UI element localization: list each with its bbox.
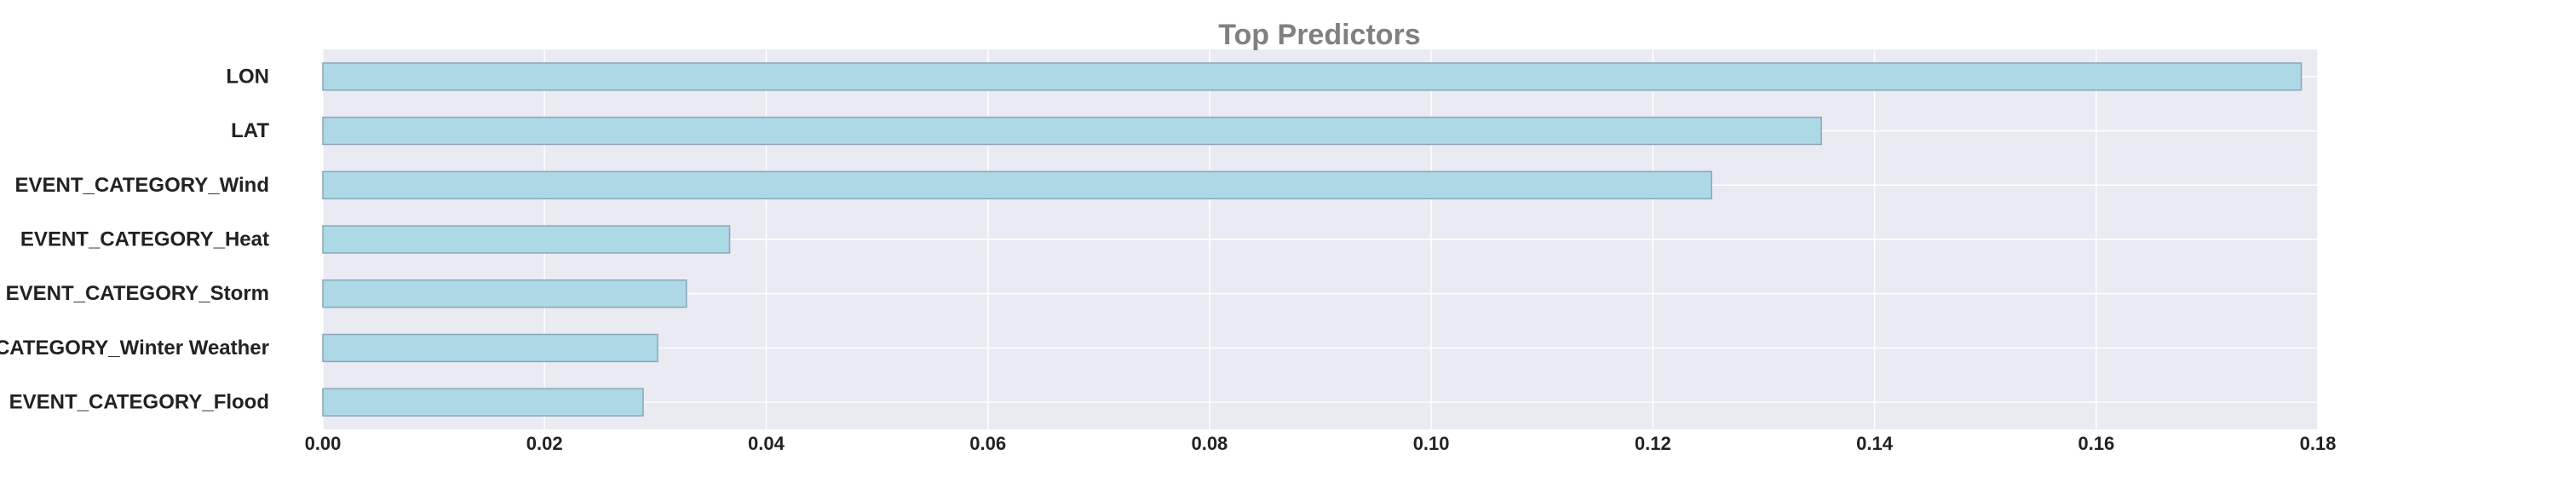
category-label: LAT: [231, 119, 269, 142]
x-tick-label: 0.16: [2078, 433, 2114, 454]
x-tick-label: 0.14: [1856, 433, 1894, 454]
category-label: EVENT_CATEGORY_Wind: [15, 174, 269, 197]
x-tick-label: 0.06: [969, 433, 1006, 454]
x-tick-label: 0.12: [1635, 433, 1671, 454]
bar: [322, 225, 731, 254]
category-labels: LON LAT EVENT_CATEGORY_Wind EVENT_CATEGORY_…: [0, 65, 269, 413]
category-label: LON: [226, 65, 269, 88]
x-tick-label: 0.04: [748, 433, 785, 454]
bar: [322, 62, 2303, 91]
bar: [322, 279, 687, 308]
x-tick-label: 0.00: [305, 433, 342, 454]
bar: [322, 116, 1822, 146]
category-label: EVENT_CATEGORY_Heat: [20, 228, 269, 251]
x-tick-label: 0.18: [2300, 433, 2337, 454]
x-tick-label: 0.08: [1191, 433, 1228, 454]
bar: [322, 388, 644, 417]
bars: [322, 62, 2303, 417]
bar: [322, 333, 658, 363]
x-tick-label: 0.02: [526, 433, 563, 454]
category-label: EVENT_CATEGORY_Flood: [9, 391, 269, 414]
chart-title: Top Predictors: [1218, 19, 1420, 51]
category-label: EVENT_CATEGORY_Winter Weather: [0, 337, 269, 360]
bar: [322, 170, 1713, 199]
category-label: EVENT_CATEGORY_Storm: [6, 282, 269, 305]
x-tick-label: 0.10: [1413, 433, 1450, 454]
x-tick-labels: 0.00 0.02 0.04 0.06 0.08 0.10 0.12 0.14 0.16 0.18: [305, 433, 2337, 454]
